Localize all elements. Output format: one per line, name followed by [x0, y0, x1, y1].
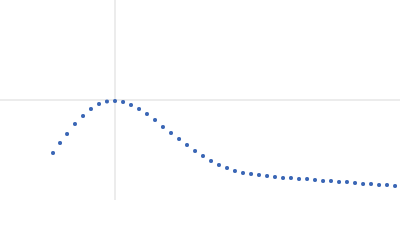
data-point	[209, 159, 214, 163]
data-point	[297, 177, 302, 181]
data-point	[169, 131, 174, 135]
data-point	[265, 174, 270, 178]
data-point	[137, 107, 142, 111]
data-point	[369, 182, 374, 186]
data-point	[225, 166, 230, 170]
data-point	[281, 176, 286, 180]
data-point	[193, 149, 198, 153]
data-point	[58, 141, 63, 145]
data-point	[81, 114, 86, 118]
data-point	[121, 100, 126, 104]
data-point	[153, 118, 158, 122]
data-point	[104, 99, 109, 104]
data-point	[177, 137, 182, 141]
data-point	[88, 107, 93, 111]
data-point	[232, 169, 237, 173]
data-point	[328, 179, 333, 183]
data-point	[385, 183, 390, 187]
data-point	[97, 102, 102, 106]
data-point	[249, 172, 254, 176]
data-point	[128, 103, 133, 107]
data-point	[377, 183, 382, 187]
data-point	[321, 179, 326, 183]
data-point	[361, 182, 366, 186]
data-point	[144, 112, 149, 116]
data-point	[200, 154, 205, 158]
data-point	[185, 143, 190, 147]
data-point	[256, 173, 261, 177]
chart	[0, 0, 400, 200]
data-point	[272, 175, 277, 179]
data-point	[160, 125, 165, 129]
data-point	[353, 181, 358, 185]
data-point	[65, 132, 70, 136]
data-point	[305, 177, 310, 181]
data-point	[344, 180, 349, 184]
data-point	[216, 163, 221, 167]
data-point	[288, 176, 293, 180]
data-point	[113, 99, 118, 103]
data-point	[313, 178, 318, 182]
data-point	[337, 180, 342, 184]
data-point	[393, 184, 398, 188]
data-point	[72, 122, 77, 126]
data-point	[51, 151, 56, 155]
data-point	[241, 171, 246, 175]
